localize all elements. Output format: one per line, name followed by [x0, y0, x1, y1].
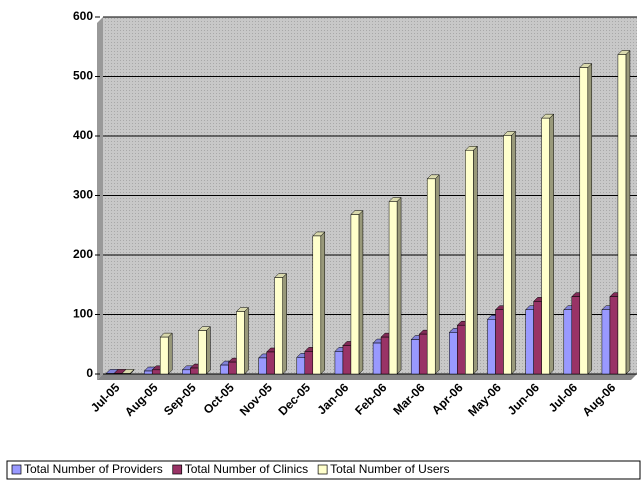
bar: [105, 373, 115, 375]
y-tick-label: 100: [73, 307, 93, 321]
y-tick-label: 0: [86, 366, 93, 380]
bar: [182, 369, 191, 375]
bar: [487, 319, 496, 375]
x-tick-label: Jul-05: [88, 380, 123, 415]
bar: [563, 309, 573, 375]
bar-side: [434, 174, 440, 375]
x-tick-label: Apr-06: [429, 380, 466, 417]
bar: [418, 333, 428, 375]
bar: [571, 296, 581, 375]
x-tick-label: May-06: [465, 380, 504, 419]
y-tick-label: 200: [73, 247, 93, 261]
bar: [372, 342, 382, 375]
x-tick-label: Aug-05: [122, 380, 161, 419]
bar-side: [511, 130, 516, 375]
bar-side: [206, 325, 211, 375]
y-tick-label: 300: [73, 188, 93, 202]
legend-label: Total Number of Clinics: [185, 462, 308, 476]
bar: [350, 214, 360, 375]
bar: [258, 357, 267, 375]
legend-swatch: [172, 464, 183, 475]
legend-label: Total Number of Users: [330, 462, 449, 476]
bar: [541, 117, 550, 375]
bar-side: [244, 306, 249, 375]
bar: [190, 367, 199, 375]
bar: [143, 370, 153, 375]
x-tick-label: Mar-06: [390, 380, 427, 417]
plot-wall: [97, 17, 103, 380]
bar: [342, 345, 352, 375]
legend-swatch: [317, 464, 328, 475]
bar-side: [320, 231, 326, 375]
bar: [228, 361, 237, 375]
bar-side: [167, 332, 173, 375]
x-tick-label: Nov-05: [237, 380, 275, 418]
bar: [410, 339, 420, 375]
legend-swatch: [11, 464, 22, 475]
plot-floor: [97, 374, 637, 380]
x-tick-label: Sep-05: [161, 380, 199, 418]
bar: [274, 277, 283, 375]
x-tick-label: Feb-06: [352, 380, 389, 417]
bar: [495, 309, 504, 375]
bar: [296, 357, 306, 375]
y-tick-label: 600: [73, 9, 93, 23]
x-tick-label: Oct-05: [201, 380, 238, 417]
y-tick-label: 400: [73, 128, 93, 142]
bar: [617, 54, 627, 375]
bar: [380, 336, 390, 375]
bar: [465, 150, 474, 375]
legend-label: Total Number of Providers: [24, 462, 163, 476]
bar: [533, 301, 542, 375]
bar-side: [587, 62, 593, 375]
bar: [236, 311, 245, 375]
x-tick-label: Jul-06: [546, 380, 581, 415]
x-tick-label: Dec-05: [275, 380, 313, 418]
bar: [457, 324, 466, 375]
bar-side: [358, 209, 364, 375]
bar: [159, 336, 169, 375]
bar: [151, 369, 161, 375]
bar: [609, 296, 619, 375]
bar-side: [549, 113, 554, 375]
bar: [113, 373, 123, 375]
bar: [266, 351, 275, 375]
bar: [388, 201, 398, 375]
bar: [304, 351, 314, 375]
bar: [449, 332, 458, 375]
x-tick-label: Jan-06: [315, 380, 352, 417]
bar: [220, 364, 229, 375]
bar-side: [473, 145, 478, 375]
bar: [579, 67, 589, 375]
bar: [426, 178, 436, 375]
bar: [525, 309, 534, 375]
y-tick-label: 500: [73, 69, 93, 83]
bar: [601, 309, 611, 375]
bar: [198, 330, 207, 375]
bar-side: [396, 196, 402, 375]
x-tick-label: Aug-06: [580, 380, 619, 419]
bar: [121, 373, 131, 375]
bar: [312, 235, 322, 375]
x-tick-label: Jun-06: [505, 380, 542, 417]
bar: [503, 135, 512, 375]
bar-side: [282, 273, 287, 375]
bar: [334, 351, 344, 375]
bar-side: [625, 49, 631, 375]
